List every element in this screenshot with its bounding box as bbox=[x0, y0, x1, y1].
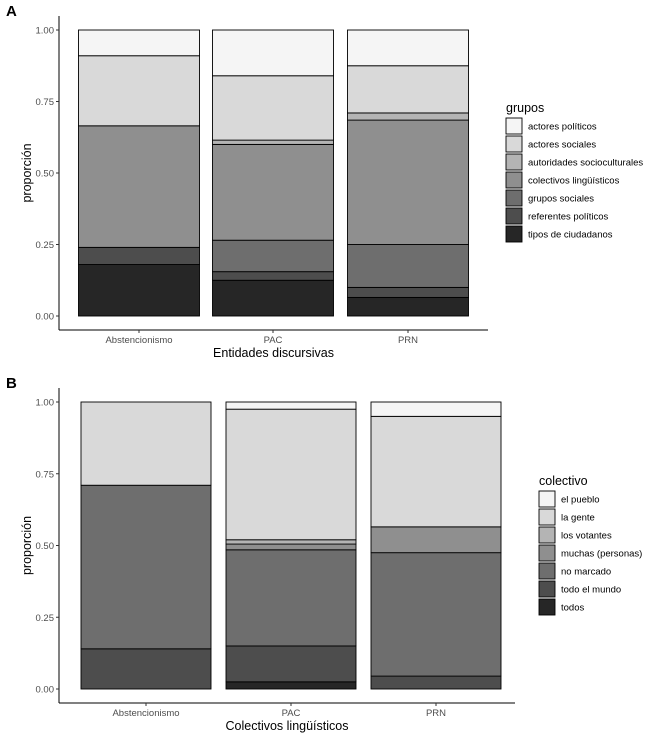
bar-pac-todo-el-mundo bbox=[225, 645, 357, 683]
bar-pac-referentes-políticos bbox=[212, 271, 334, 281]
bar-abstencionismo-actores-sociales bbox=[78, 55, 200, 127]
bar-pac-no-marcado bbox=[225, 549, 357, 647]
bar-prn-el-pueblo bbox=[370, 401, 502, 417]
bar-prn-todo-el-mundo bbox=[370, 675, 502, 690]
panel-letter: B bbox=[6, 375, 17, 392]
legend-label: todo el mundo bbox=[561, 585, 621, 596]
y-tick-label: 1.00 bbox=[36, 398, 55, 409]
y-tick-label: 1.00 bbox=[36, 26, 55, 37]
legend-label: todos bbox=[561, 603, 584, 614]
bar-pac-actores-sociales bbox=[212, 75, 334, 141]
bar-abstencionismo-tipos-de-ciudadanos bbox=[78, 264, 200, 317]
bar-abstencionismo-todo-el-mundo bbox=[80, 648, 212, 690]
legend-label: grupos sociales bbox=[528, 194, 594, 205]
x-tick-label: Abstencionismo bbox=[105, 335, 172, 346]
bar-pac-todos bbox=[225, 681, 357, 690]
x-tick-label: PAC bbox=[282, 708, 301, 719]
x-tick-label: PAC bbox=[264, 335, 283, 346]
legend-label: los votantes bbox=[561, 531, 612, 542]
y-axis-title: proporción bbox=[20, 516, 34, 575]
bar-prn-actores-políticos bbox=[347, 29, 469, 67]
bar-abstencionismo-actores-políticos bbox=[78, 29, 200, 57]
y-axis-title: proporción bbox=[20, 143, 34, 202]
legend-key bbox=[538, 580, 556, 598]
bar-pac-muchas-personas bbox=[225, 543, 357, 551]
legend-key bbox=[538, 562, 556, 580]
bar-prn-autoridades-socioculturales bbox=[347, 112, 469, 121]
y-tick-label: 0.75 bbox=[36, 97, 55, 108]
bar-prn-tipos-de-ciudadanos bbox=[347, 296, 469, 317]
legend-label: autoridades socioculturales bbox=[528, 158, 643, 169]
bar-pac-los-votantes bbox=[225, 539, 357, 545]
x-tick-label: Abstencionismo bbox=[112, 708, 179, 719]
bar-prn-actores-sociales bbox=[347, 65, 469, 114]
legend-key bbox=[505, 117, 523, 135]
bar-prn-muchas-personas bbox=[370, 526, 502, 554]
bar-abstencionismo-colectivos-lingüísticos bbox=[78, 125, 200, 248]
legend-key bbox=[505, 153, 523, 171]
bar-prn-no-marcado bbox=[370, 552, 502, 677]
y-tick-label: 0.50 bbox=[36, 541, 55, 552]
legend-label: actores sociales bbox=[528, 140, 596, 151]
x-tick-label: PRN bbox=[426, 708, 446, 719]
x-axis-title: Colectivos lingüísticos bbox=[226, 719, 349, 733]
legend-label: referentes políticos bbox=[528, 212, 609, 223]
legend-title: grupos bbox=[506, 101, 544, 115]
bar-pac-actores-políticos bbox=[212, 29, 334, 77]
y-tick-label: 0.25 bbox=[36, 613, 55, 624]
legend-label: la gente bbox=[561, 513, 595, 524]
legend-label: tipos de ciudadanos bbox=[528, 230, 613, 241]
legend-key bbox=[538, 526, 556, 544]
panel-letter: A bbox=[6, 3, 17, 20]
legend-key bbox=[505, 171, 523, 189]
legend-key bbox=[505, 207, 523, 225]
legend-key bbox=[538, 490, 556, 508]
bar-abstencionismo-la-gente bbox=[80, 401, 212, 486]
legend-title: colectivo bbox=[539, 474, 588, 488]
bar-prn-referentes-políticos bbox=[347, 286, 469, 298]
bar-prn-colectivos-lingüísticos bbox=[347, 119, 469, 245]
bar-pac-autoridades-socioculturales bbox=[212, 139, 334, 145]
legend-label: colectivos lingüísticos bbox=[528, 176, 620, 187]
y-tick-label: 0.00 bbox=[36, 312, 55, 323]
y-tick-label: 0.50 bbox=[36, 169, 55, 180]
y-tick-label: 0.25 bbox=[36, 240, 55, 251]
bar-abstencionismo-no-marcado bbox=[80, 484, 212, 650]
legend-key bbox=[538, 598, 556, 616]
legend-key bbox=[505, 225, 523, 243]
x-tick-label: PRN bbox=[398, 335, 418, 346]
legend-label: muchas (personas) bbox=[561, 549, 642, 560]
x-axis-title: Entidades discursivas bbox=[213, 346, 334, 360]
bar-pac-el-pueblo bbox=[225, 401, 357, 410]
y-tick-label: 0.75 bbox=[36, 469, 55, 480]
bar-prn-la-gente bbox=[370, 415, 502, 528]
legend-label: actores políticos bbox=[528, 122, 597, 133]
panel-a: A 0.00 0.25 0.50 0.75 1.00 Abstencionismo PAC PR… bbox=[6, 3, 643, 360]
bar-pac-grupos-sociales bbox=[212, 239, 334, 273]
bar-abstencionismo-referentes-políticos bbox=[78, 246, 200, 265]
legend-key bbox=[538, 508, 556, 526]
y-tick-label: 0.00 bbox=[36, 685, 55, 696]
bar-pac-tipos-de-ciudadanos bbox=[212, 279, 334, 317]
panel-b: B 0.00 0.25 0.50 0.75 1.00 Abstencionismo PAC PR… bbox=[6, 375, 642, 733]
legend-key bbox=[505, 135, 523, 153]
legend-key bbox=[538, 544, 556, 562]
legend-label: el pueblo bbox=[561, 495, 600, 506]
bar-pac-colectivos-lingüísticos bbox=[212, 143, 334, 241]
bar-pac-la-gente bbox=[225, 408, 357, 541]
bar-prn-grupos-sociales bbox=[347, 244, 469, 288]
legend-key bbox=[505, 189, 523, 207]
legend-label: no marcado bbox=[561, 567, 611, 578]
